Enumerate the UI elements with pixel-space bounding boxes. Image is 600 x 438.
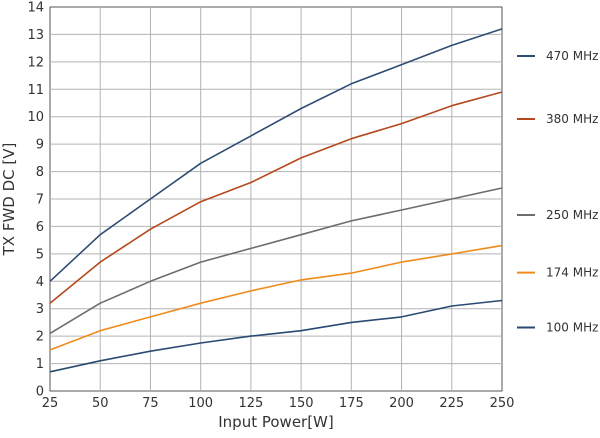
- x-tick-label: 125: [238, 396, 263, 411]
- x-axis-ticks: 25 50 75 100 125 150 175 200 225 250: [42, 396, 515, 411]
- y-tick-label: 4: [36, 275, 44, 290]
- legend-label: 174 MHz: [546, 266, 598, 280]
- x-tick-label: 225: [439, 396, 464, 411]
- x-axis-label: Input Power[W]: [218, 413, 334, 431]
- y-tick-label: 2: [36, 330, 44, 345]
- series-line: [49, 299, 503, 373]
- y-tick-label: 9: [36, 138, 44, 153]
- x-tick-label: 75: [142, 396, 159, 411]
- y-tick-label: 5: [36, 247, 44, 262]
- y-tick-label: 1: [36, 357, 44, 372]
- x-tick-label: 150: [289, 396, 314, 411]
- series-line: [49, 244, 503, 351]
- y-tick-label: 0: [36, 385, 44, 400]
- y-tick-label: 7: [36, 193, 44, 208]
- legend-label: 250 MHz: [546, 208, 598, 222]
- series-lines: [49, 28, 503, 373]
- y-tick-label: 12: [27, 55, 44, 70]
- x-tick-label: 200: [389, 396, 414, 411]
- legend: 470 MHz 380 MHz 250 MHz 174 MHz 100 MHz: [517, 49, 598, 334]
- y-tick-label: 13: [27, 28, 44, 43]
- y-tick-label: 11: [27, 83, 44, 98]
- legend-label: 470 MHz: [546, 49, 598, 63]
- x-tick-label: 50: [92, 396, 109, 411]
- y-tick-label: 6: [36, 220, 44, 235]
- x-tick-label: 250: [490, 396, 515, 411]
- grid: [50, 7, 502, 391]
- y-tick-label: 10: [27, 110, 44, 125]
- series-line: [49, 91, 503, 304]
- y-tick-label: 8: [36, 165, 44, 180]
- x-tick-label: 25: [42, 396, 59, 411]
- series-line: [49, 187, 503, 335]
- legend-label: 380 MHz: [546, 112, 598, 126]
- y-tick-label: 14: [27, 1, 44, 16]
- y-axis-label: TX FWD DC [V]: [0, 143, 18, 257]
- y-tick-label: 3: [36, 302, 44, 317]
- series-line: [49, 28, 503, 282]
- x-tick-label: 100: [188, 396, 213, 411]
- legend-label: 100 MHz: [546, 320, 598, 334]
- x-tick-label: 175: [339, 396, 364, 411]
